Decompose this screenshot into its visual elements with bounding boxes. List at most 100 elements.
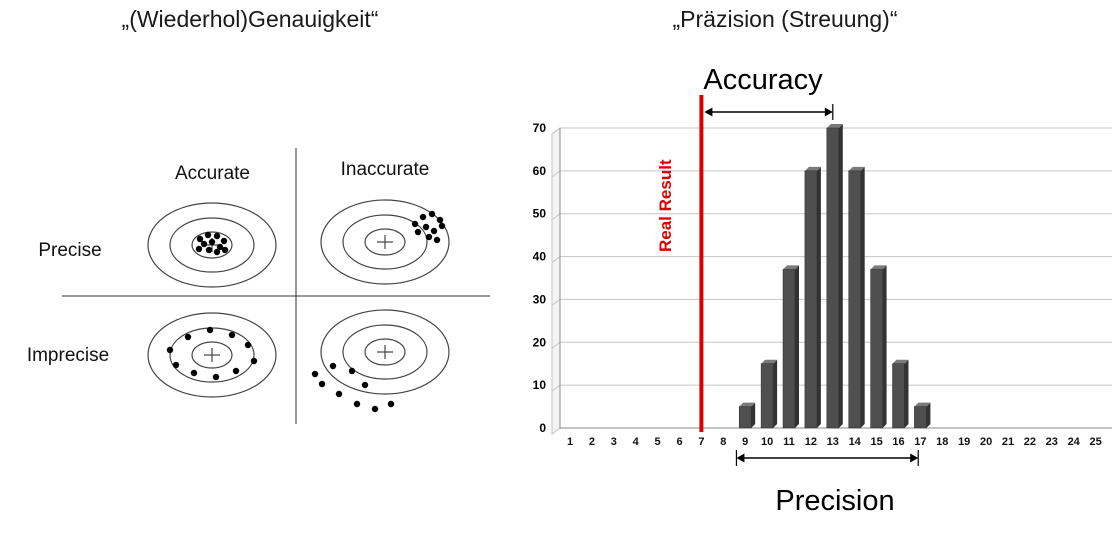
bar-top	[914, 402, 931, 407]
histogram-panel: „Präzision (Streuung)“ Accuracy 0 10 20 30 4…	[500, 0, 1120, 533]
x-tick-label: 24	[1068, 436, 1081, 448]
bar-front	[804, 170, 818, 429]
measurement-dot	[438, 222, 446, 230]
target-ring	[342, 324, 428, 380]
x-tick-label: 15	[870, 436, 882, 448]
x-tick-label: 25	[1089, 436, 1101, 448]
target-ring	[364, 338, 406, 366]
bar-top	[804, 166, 821, 171]
gridline-lead	[551, 127, 561, 135]
measurement-dot	[311, 370, 319, 378]
arrowhead	[704, 107, 713, 117]
measurement-dot	[329, 362, 337, 370]
bar	[738, 402, 756, 429]
target-imprecise-accurate	[147, 312, 277, 398]
bar-side	[926, 402, 931, 428]
measurement-dot	[436, 216, 444, 224]
y-tick-label: 0	[539, 421, 546, 435]
x-tick-label: 18	[936, 436, 948, 448]
bar-front	[826, 127, 840, 429]
target-ring	[191, 231, 233, 259]
bar	[760, 359, 778, 429]
measurement-dot	[166, 346, 174, 354]
arrowhead	[910, 453, 919, 463]
bar-front	[914, 406, 927, 429]
y-tick-label: 30	[533, 292, 547, 306]
y-tick-label: 50	[533, 207, 547, 221]
measurement-dot	[244, 341, 252, 349]
x-tick-label: 14	[849, 436, 862, 448]
bar-side	[773, 359, 778, 428]
gridline-lead	[551, 384, 561, 392]
accuracy-arrow	[704, 104, 834, 120]
measurement-dot	[348, 367, 356, 375]
target-ring	[364, 228, 406, 256]
measurement-dot	[228, 331, 236, 339]
measurement-dot	[195, 245, 203, 253]
x-tick-label: 23	[1046, 436, 1058, 448]
bar-side	[751, 402, 756, 428]
x-tick-label: 7	[698, 436, 704, 448]
x-tick-label: 17	[914, 436, 926, 448]
target-ring	[169, 217, 255, 273]
x-tick-label: 10	[761, 436, 773, 448]
measurement-dot	[422, 223, 430, 231]
x-tick-label: 8	[720, 436, 726, 448]
bar	[870, 265, 887, 429]
x-tick-label: 9	[742, 436, 748, 448]
quadrant-panel: „(Wiederhol)Genauigkeit“ Accurate Inaccu…	[0, 0, 500, 533]
gridline-lead	[551, 213, 561, 221]
bar	[848, 166, 865, 429]
right-panel-title: „Präzision (Streuung)“	[672, 6, 898, 32]
measurement-dot	[208, 238, 216, 246]
measurement-dot	[205, 246, 213, 254]
gridline-lead	[551, 299, 561, 306]
bar	[782, 265, 799, 429]
measurement-dot	[353, 400, 361, 408]
target-ring	[191, 341, 233, 369]
row-label-precise: Precise	[38, 240, 102, 261]
gridline-lead	[551, 170, 561, 178]
measurement-dot	[220, 237, 228, 245]
target-ring	[320, 309, 450, 395]
x-tick-label: 11	[783, 436, 795, 448]
measurement-dot	[335, 390, 343, 398]
x-tick-label: 2	[589, 436, 595, 448]
precision-label: Precision	[775, 485, 895, 517]
gridline-lead	[551, 427, 561, 435]
bar-top	[783, 265, 799, 270]
x-tick-label: 21	[1002, 436, 1014, 448]
measurement-dot	[190, 369, 198, 377]
column-label-accurate: Accurate	[175, 163, 250, 184]
bar-top	[870, 265, 887, 270]
row-label-imprecise: Imprecise	[26, 345, 110, 366]
x-tick-label: 19	[958, 436, 970, 448]
y-tick-label: 60	[533, 164, 547, 178]
measurement-dot	[212, 373, 220, 381]
bar-top	[739, 402, 756, 407]
bar-side	[904, 359, 909, 428]
bar-front	[760, 363, 774, 429]
measurement-dot	[206, 326, 214, 334]
gridline-lead	[551, 256, 561, 263]
bar	[826, 124, 843, 429]
target-imprecise-inaccurate	[311, 309, 450, 413]
measurement-dot	[419, 213, 427, 221]
measurement-dot	[221, 246, 229, 254]
target-ring	[147, 202, 277, 288]
measurement-dot	[371, 405, 379, 413]
bar-side	[860, 166, 865, 428]
bar	[804, 166, 821, 429]
x-tick-label: 12	[805, 436, 817, 448]
measurement-dot	[213, 248, 221, 256]
target-ring	[320, 199, 450, 285]
measurement-dot	[184, 333, 192, 341]
bar-top	[826, 124, 843, 128]
x-tick-label: 6	[676, 436, 682, 448]
x-tick-label: 16	[892, 436, 904, 448]
measurement-dot	[411, 220, 419, 228]
real-result-label: Real Result	[656, 159, 675, 252]
measurement-dot	[216, 243, 224, 251]
bar	[914, 402, 931, 429]
